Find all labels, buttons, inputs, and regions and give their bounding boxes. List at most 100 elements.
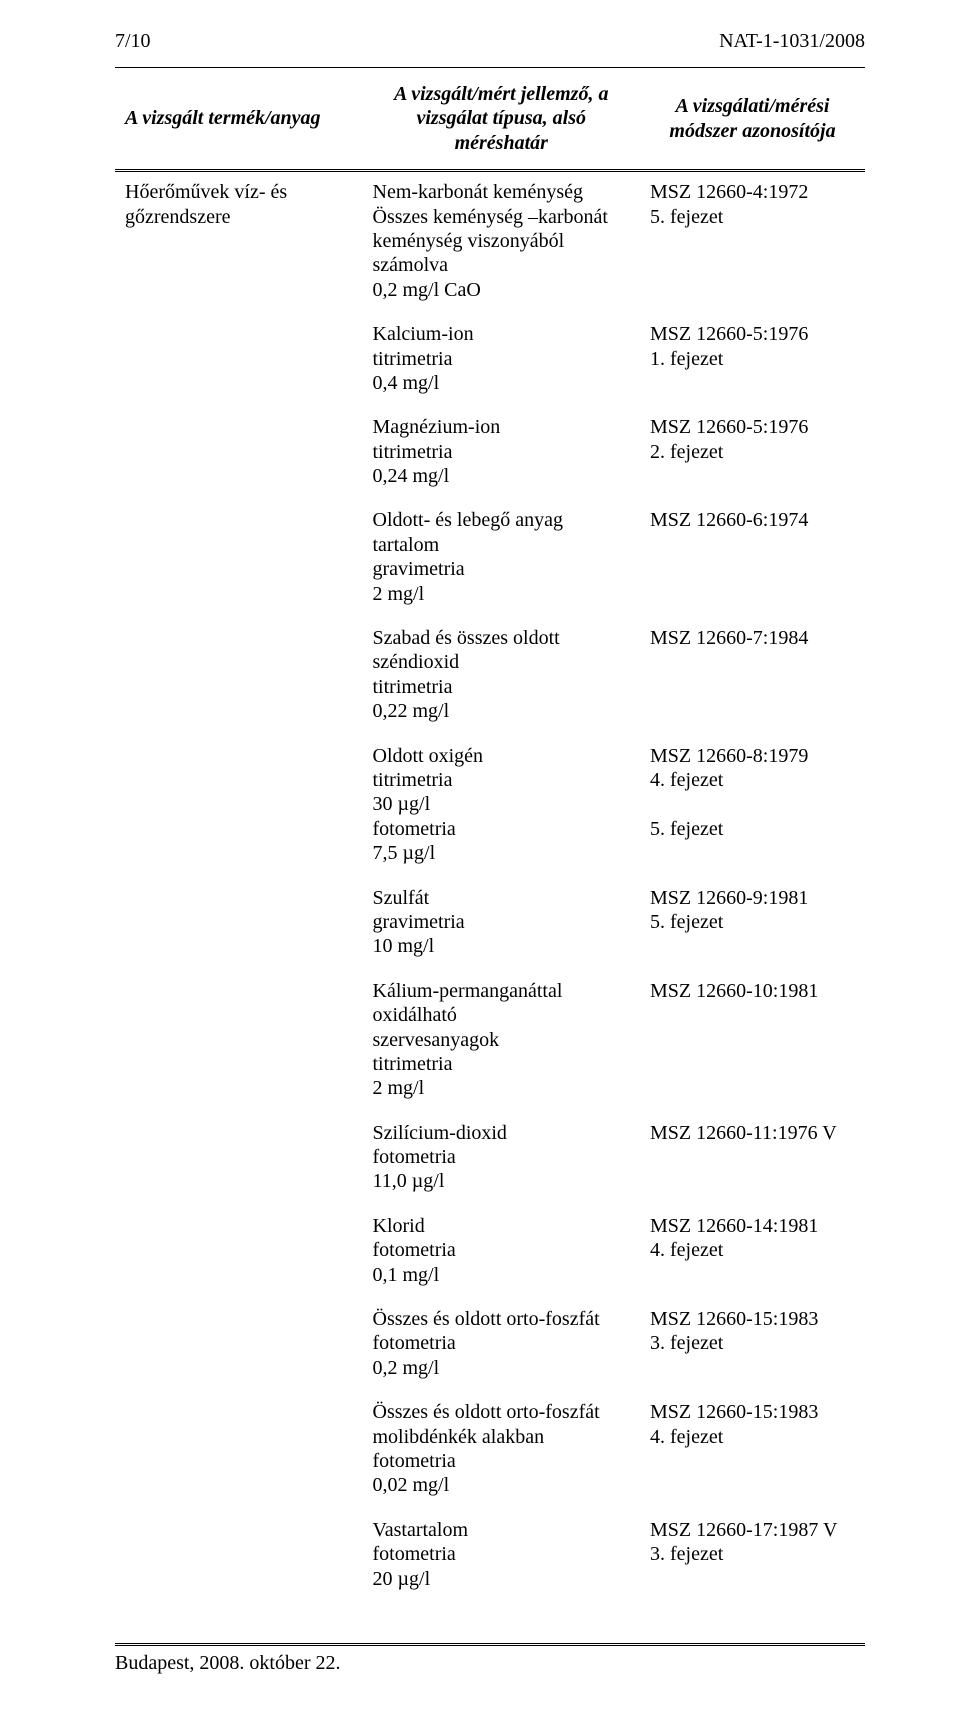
method-cell: MSZ 12660-15:19833. fejezet <box>640 1303 865 1396</box>
param-line: Szulfát <box>373 886 631 910</box>
param-line: Oldott oxigén <box>373 744 631 768</box>
method-cell: MSZ 12660-4:19725. fejezet <box>640 171 865 318</box>
method-line: MSZ 12660-5:1976 <box>650 322 855 346</box>
param-line: Oldott- és lebegő anyag tartalom <box>373 508 631 557</box>
method-line <box>650 792 855 816</box>
table-row: Összes és oldott orto-foszfátmolibdénkék… <box>115 1396 865 1514</box>
method-line: 3. fejezet <box>650 1331 855 1355</box>
table-row: Összes és oldott orto-foszfátfotometria0… <box>115 1303 865 1396</box>
param-line: 0,1 mg/l <box>373 1263 631 1287</box>
param-line: Magnézium-ion <box>373 415 631 439</box>
method-line: 3. fejezet <box>650 1542 855 1566</box>
method-line: 5. fejezet <box>650 205 855 229</box>
method-line: MSZ 12660-4:1972 <box>650 180 855 204</box>
method-line: MSZ 12660-9:1981 <box>650 886 855 910</box>
param-cell: Szilícium-dioxidfotometria11,0 µg/l <box>363 1117 641 1210</box>
param-line: 0,02 mg/l <box>373 1473 631 1497</box>
param-line: 11,0 µg/l <box>373 1169 631 1193</box>
table-row: Oldott oxigéntitrimetria30 µg/lfotometri… <box>115 740 865 882</box>
param-line: keménység viszonyából számolva <box>373 229 631 278</box>
param-cell: Kloridfotometria0,1 mg/l <box>363 1210 641 1303</box>
method-cell: MSZ 12660-8:19794. fejezet 5. fejezet <box>640 740 865 882</box>
param-line: Vastartalom <box>373 1518 631 1542</box>
param-line: szervesanyagok <box>373 1028 631 1052</box>
document-page: 7/10 NAT-1-1031/2008 A vizsgált termék/a… <box>0 0 960 1715</box>
param-cell: Magnézium-iontitrimetria0,24 mg/l <box>363 411 641 504</box>
param-line: 0,4 mg/l <box>373 371 631 395</box>
param-cell: Vastartalomfotometria20 µg/l <box>363 1514 641 1607</box>
col-header-parameter-l1: A vizsgált/mért jellemző, <box>394 83 593 105</box>
col-header-method-l2: azonosítója <box>742 120 835 142</box>
method-line: 4. fejezet <box>650 1425 855 1449</box>
method-line: 2. fejezet <box>650 440 855 464</box>
param-line: titrimetria <box>373 675 631 699</box>
table-row: Szabad és összes oldott széndioxidtitrim… <box>115 622 865 740</box>
param-line: Kalcium-ion <box>373 322 631 346</box>
method-line: 1. fejezet <box>650 347 855 371</box>
param-line: 10 mg/l <box>373 934 631 958</box>
table-row: Szulfátgravimetria10 mg/l MSZ 12660-9:19… <box>115 882 865 975</box>
method-cell: MSZ 12660-9:19815. fejezet <box>640 882 865 975</box>
method-cell: MSZ 12660-14:19814. fejezet <box>640 1210 865 1303</box>
method-line: MSZ 12660-10:1981 <box>650 979 855 1003</box>
method-line: MSZ 12660-11:1976 V <box>650 1121 855 1145</box>
col-header-method: A vizsgálati/mérési módszer azonosítója <box>640 68 865 171</box>
table-header-row: A vizsgált termék/anyag A vizsgált/mért … <box>115 68 865 171</box>
col-header-parameter: A vizsgált/mért jellemző, a vizsgálat tí… <box>363 68 641 171</box>
param-line: fotometria <box>373 1449 631 1473</box>
param-line: 2 mg/l <box>373 1076 631 1100</box>
param-cell: Szulfátgravimetria10 mg/l <box>363 882 641 975</box>
page-number: 7/10 <box>115 30 151 53</box>
method-line: 5. fejezet <box>650 910 855 934</box>
method-cell: MSZ 12660-6:1974 <box>640 504 865 622</box>
method-line: MSZ 12660-8:1979 <box>650 744 855 768</box>
page-header: 7/10 NAT-1-1031/2008 <box>115 30 865 53</box>
footer-divider <box>115 1643 865 1646</box>
param-line: gravimetria <box>373 557 631 581</box>
param-cell: Szabad és összes oldott széndioxidtitrim… <box>363 622 641 740</box>
param-line: Kálium-permanganáttal oxidálható <box>373 979 631 1028</box>
param-line: titrimetria <box>373 440 631 464</box>
method-cell: MSZ 12660-10:1981 <box>640 975 865 1117</box>
method-line: MSZ 12660-5:1976 <box>650 415 855 439</box>
footer-text: Budapest, 2008. október 22. <box>115 1652 865 1675</box>
param-cell: Oldott oxigéntitrimetria30 µg/lfotometri… <box>363 740 641 882</box>
param-line: molibdénkék alakban <box>373 1425 631 1449</box>
param-line: fotometria <box>373 817 631 841</box>
param-line: Nem-karbonát keménység <box>373 180 631 204</box>
param-cell: Összes és oldott orto-foszfátmolibdénkék… <box>363 1396 641 1514</box>
param-cell: Összes és oldott orto-foszfátfotometria0… <box>363 1303 641 1396</box>
method-line: MSZ 12660-6:1974 <box>650 508 855 532</box>
param-line: titrimetria <box>373 1052 631 1076</box>
document-id: NAT-1-1031/2008 <box>719 30 865 53</box>
param-line: titrimetria <box>373 768 631 792</box>
table-row: Vastartalomfotometria20 µg/l MSZ 12660-1… <box>115 1514 865 1607</box>
param-line: Összes és oldott orto-foszfát <box>373 1307 631 1331</box>
param-line: 30 µg/l <box>373 792 631 816</box>
col-header-product: A vizsgált termék/anyag <box>115 68 363 171</box>
param-line: gravimetria <box>373 910 631 934</box>
param-line: 20 µg/l <box>373 1567 631 1591</box>
param-line: fotometria <box>373 1145 631 1169</box>
product-cell: Hőerőművek víz- és gőzrendszere <box>115 171 363 318</box>
table-row: Szilícium-dioxidfotometria11,0 µg/l MSZ … <box>115 1117 865 1210</box>
table-row: Magnézium-iontitrimetria0,24 mg/l MSZ 12… <box>115 411 865 504</box>
method-line: 4. fejezet <box>650 768 855 792</box>
method-cell: MSZ 12660-5:19761. fejezet <box>640 318 865 411</box>
table-row: Kloridfotometria0,1 mg/l MSZ 12660-14:19… <box>115 1210 865 1303</box>
method-cell: MSZ 12660-7:1984 <box>640 622 865 740</box>
method-line: MSZ 12660-15:1983 <box>650 1307 855 1331</box>
param-line: Összes keménység –karbonát <box>373 205 631 229</box>
test-methods-table: A vizsgált termék/anyag A vizsgált/mért … <box>115 67 865 1607</box>
param-line: 0,2 mg/l CaO <box>373 278 631 302</box>
method-line: MSZ 12660-15:1983 <box>650 1400 855 1424</box>
param-line: Klorid <box>373 1214 631 1238</box>
table-row: Hőerőművek víz- és gőzrendszere Nem-karb… <box>115 171 865 318</box>
method-cell: MSZ 12660-5:19762. fejezet <box>640 411 865 504</box>
param-line: 2 mg/l <box>373 582 631 606</box>
param-cell: Nem-karbonát keménységÖsszes keménység –… <box>363 171 641 318</box>
table-row: Oldott- és lebegő anyag tartalomgravimet… <box>115 504 865 622</box>
method-line: MSZ 12660-14:1981 <box>650 1214 855 1238</box>
param-line: 7,5 µg/l <box>373 841 631 865</box>
method-line: MSZ 12660-7:1984 <box>650 626 855 650</box>
